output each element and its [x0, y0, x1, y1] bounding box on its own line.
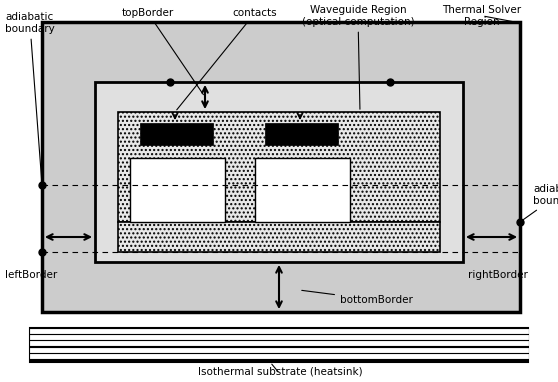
Text: bottomBorder: bottomBorder: [302, 290, 413, 305]
Bar: [30, 328, 528, 362]
Text: Thermal Solver
Region: Thermal Solver Region: [442, 5, 522, 27]
Bar: [118, 112, 440, 222]
Text: contacts: contacts: [177, 8, 277, 110]
Text: adiabatic
boundary: adiabatic boundary: [5, 12, 55, 182]
Bar: [118, 222, 440, 252]
Bar: [130, 158, 225, 222]
Text: adiabatic
boundary: adiabatic boundary: [522, 184, 558, 220]
Text: Isothermal substrate (heatsink): Isothermal substrate (heatsink): [198, 366, 362, 376]
Text: rightBorder: rightBorder: [468, 270, 528, 280]
Bar: [140, 123, 213, 145]
Text: leftBorder: leftBorder: [5, 270, 57, 280]
Bar: [42, 22, 520, 312]
Text: topBorder: topBorder: [122, 8, 204, 95]
Bar: [95, 82, 463, 262]
Text: Waveguide Region
(optical computation): Waveguide Region (optical computation): [302, 5, 414, 109]
Bar: [255, 158, 350, 222]
Bar: [265, 123, 338, 145]
